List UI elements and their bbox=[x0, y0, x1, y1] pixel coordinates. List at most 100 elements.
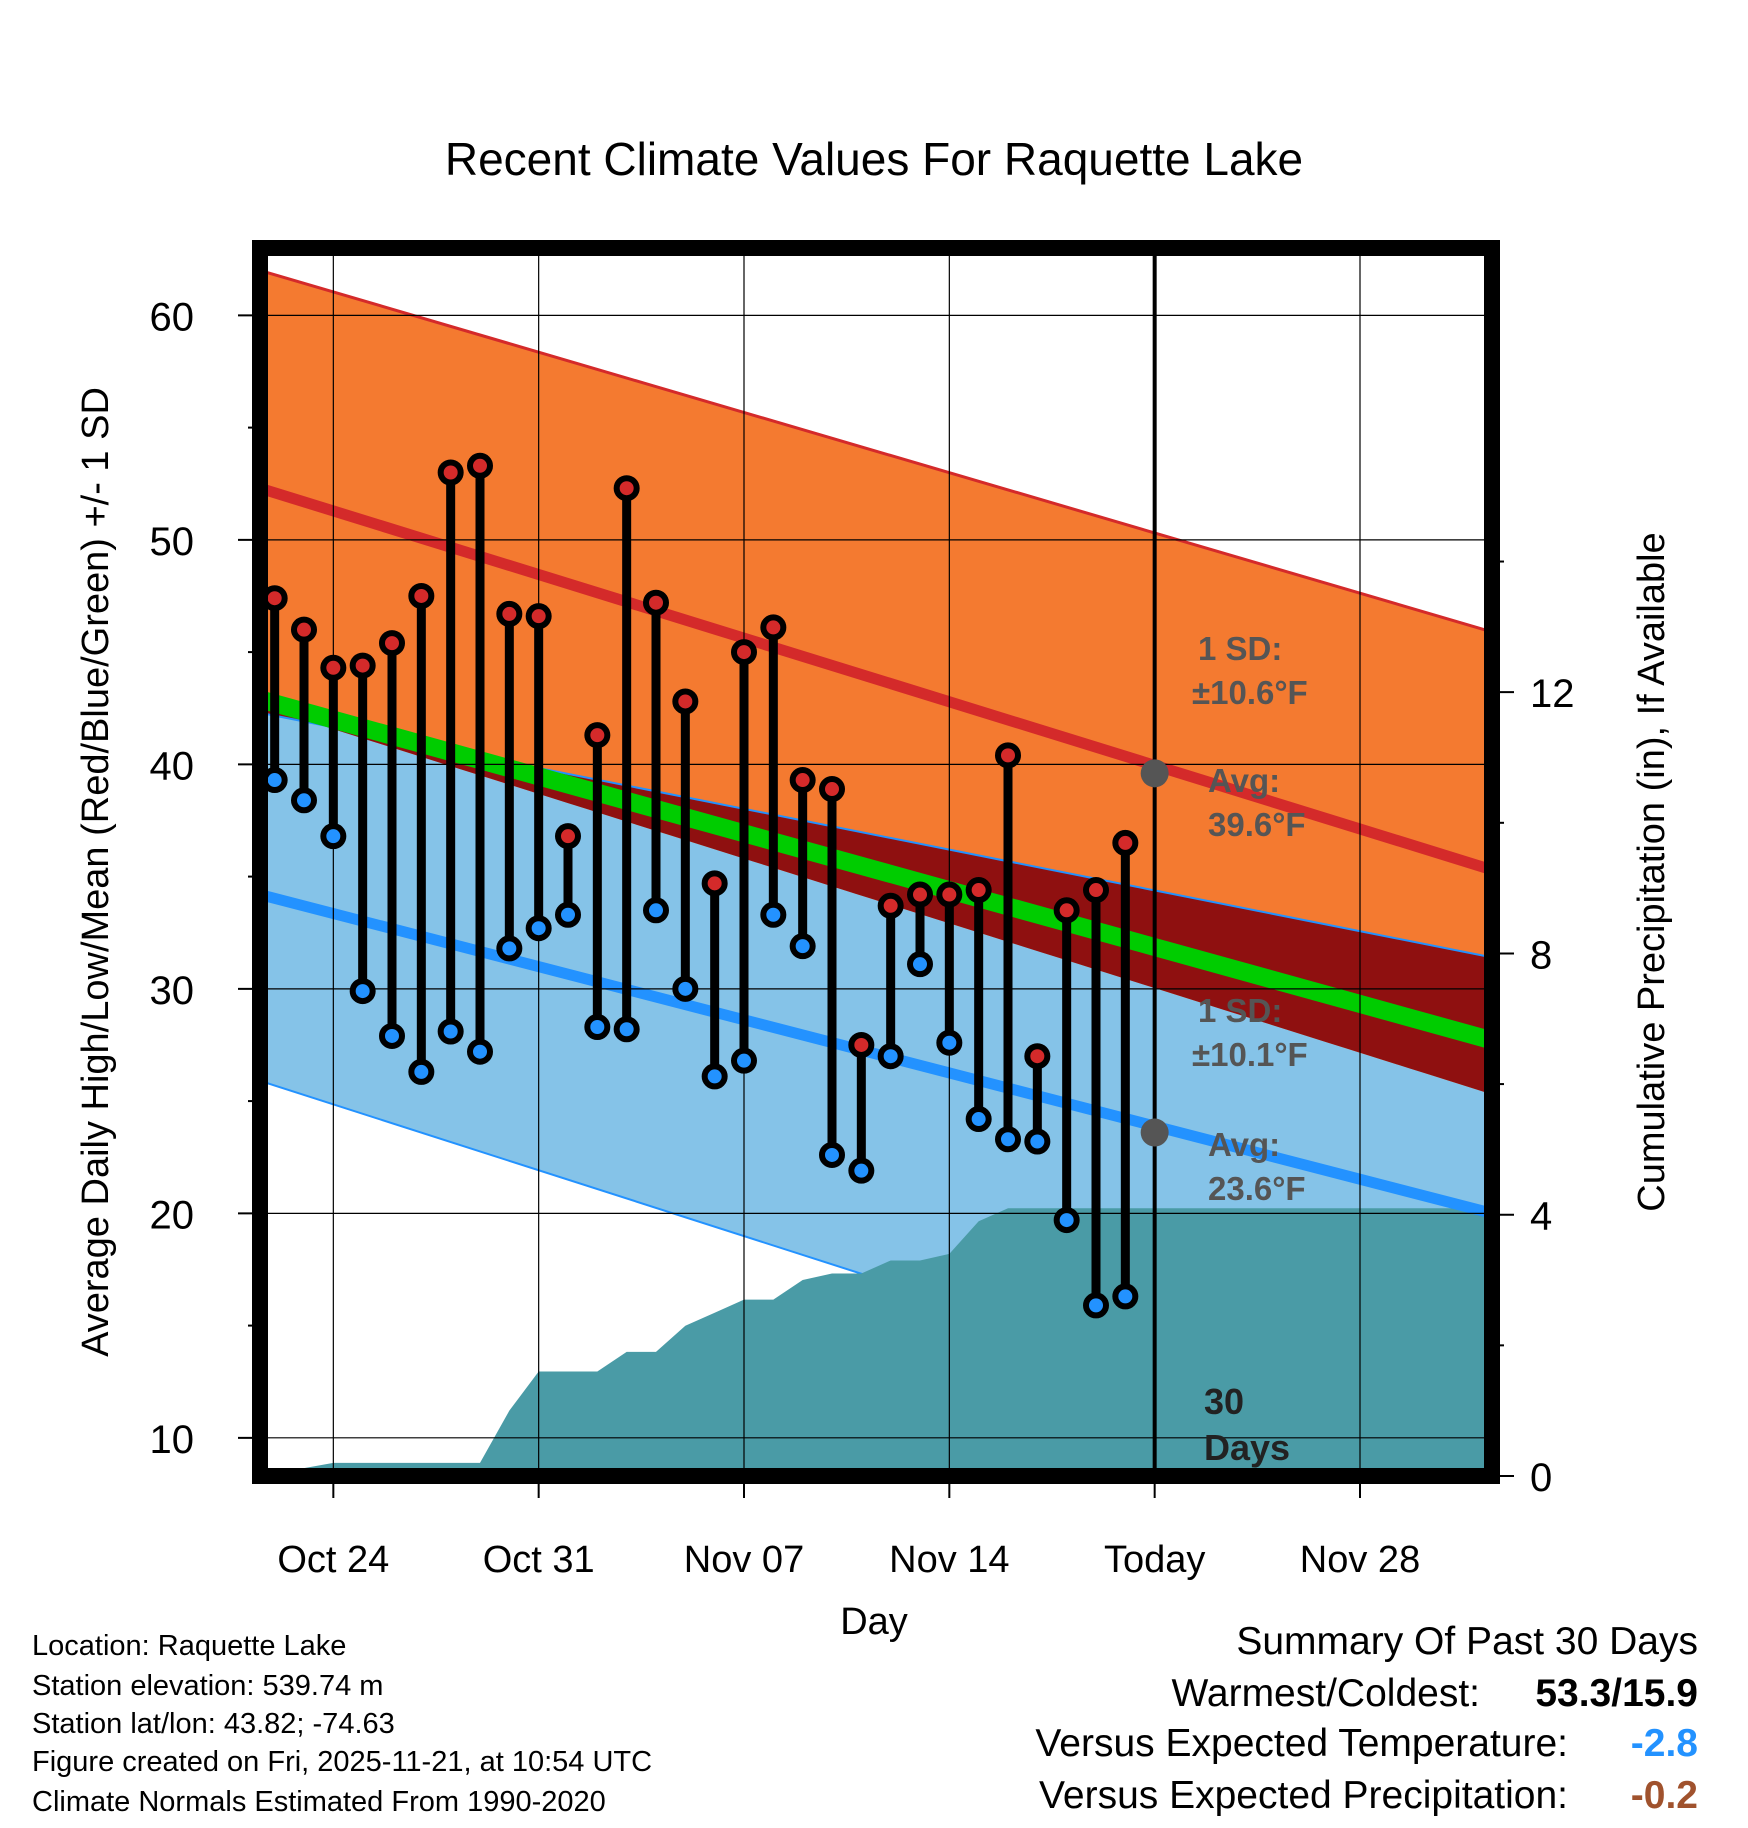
observed-low-point bbox=[1024, 1128, 1051, 1155]
x-tick-label: Today bbox=[1104, 1539, 1205, 1581]
y-tick-label: 60 bbox=[150, 295, 195, 339]
normal-mean-line bbox=[260, 690, 1492, 1050]
observed-low-point bbox=[672, 975, 699, 1002]
observed-low-point bbox=[555, 901, 581, 928]
observed-high-point bbox=[408, 582, 435, 609]
observed-high-point bbox=[995, 742, 1021, 769]
observed-low-point bbox=[437, 1018, 464, 1045]
summary-temp-label: Versus Expected Temperature: bbox=[1035, 1722, 1568, 1765]
observed-low-point bbox=[467, 1038, 493, 1065]
high-upper-edge bbox=[260, 269, 1492, 634]
observed-low-point bbox=[877, 1043, 904, 1070]
observed-high-point bbox=[877, 892, 904, 919]
observed-high-point bbox=[320, 654, 347, 681]
summary-warmest-label: Warmest/Coldest: bbox=[1171, 1672, 1480, 1715]
observed-high-point bbox=[437, 459, 464, 486]
y-axis-label-right: Cumulative Precipitation (in), If Availa… bbox=[1631, 532, 1673, 1211]
observed-low-point bbox=[613, 1016, 640, 1043]
observed-low-point bbox=[907, 951, 933, 978]
observed-high-point bbox=[789, 767, 816, 794]
precip-area bbox=[260, 1208, 1492, 1476]
x-tick-label: Nov 14 bbox=[889, 1539, 1009, 1581]
high-sd-value: ±10.6°F bbox=[1192, 674, 1308, 711]
observed-low-point bbox=[819, 1141, 845, 1168]
observed-low-point bbox=[584, 1014, 611, 1041]
y-tick-label: 40 bbox=[150, 744, 195, 788]
observed-high-point bbox=[701, 870, 728, 897]
observed-low-point bbox=[731, 1047, 757, 1074]
high-avg-label: Avg: bbox=[1208, 762, 1280, 799]
low-avg-value: 23.6°F bbox=[1208, 1170, 1306, 1207]
observed-high-point bbox=[1024, 1043, 1051, 1070]
observed-high-point bbox=[1083, 877, 1109, 904]
observed-high-point bbox=[907, 881, 933, 908]
observed-high-point bbox=[643, 589, 669, 616]
observed-high-point bbox=[672, 688, 699, 715]
observed-high-point bbox=[555, 823, 581, 850]
low-sd-value: ±10.1°F bbox=[1192, 1036, 1308, 1073]
y-right-tick-label: 0 bbox=[1530, 1456, 1552, 1500]
y-right-tick-label: 12 bbox=[1530, 672, 1575, 716]
observed-high-point bbox=[584, 722, 611, 749]
observed-low-point bbox=[789, 933, 816, 960]
observed-low-point bbox=[701, 1063, 728, 1090]
low-sd-label: 1 SD: bbox=[1198, 992, 1282, 1029]
summary-precip-value: -0.2 bbox=[1630, 1774, 1698, 1817]
low-avg-marker bbox=[1140, 1118, 1169, 1147]
info-latlon: Station lat/lon: 43.82; -74.63 bbox=[32, 1708, 395, 1740]
observed-high-point bbox=[1112, 829, 1139, 856]
days-label-text: Days bbox=[1204, 1427, 1290, 1468]
observed-low-point bbox=[320, 823, 347, 850]
observed-low-point bbox=[1083, 1292, 1109, 1319]
band-overlap bbox=[260, 705, 1492, 1095]
high-avg-value: 39.6°F bbox=[1208, 806, 1306, 843]
summary-warmest-value: 53.3/15.9 bbox=[1535, 1672, 1698, 1715]
y-tick-label: 50 bbox=[150, 520, 195, 564]
info-created: Figure created on Fri, 2025-11-21, at 10… bbox=[32, 1746, 653, 1778]
y-right-tick-label: 8 bbox=[1530, 933, 1552, 977]
observed-high-point bbox=[819, 776, 845, 803]
observed-low-point bbox=[379, 1022, 405, 1049]
y-right-tick-label: 4 bbox=[1530, 1195, 1552, 1239]
observed-low-point bbox=[848, 1157, 875, 1184]
observed-low-point bbox=[1112, 1283, 1139, 1310]
observed-low-point bbox=[408, 1058, 435, 1085]
observed-low-point bbox=[525, 915, 552, 942]
info-location: Location: Raquette Lake bbox=[32, 1630, 347, 1662]
observed-low-point bbox=[936, 1029, 963, 1056]
high-sd-label: 1 SD: bbox=[1198, 630, 1282, 667]
x-tick-label: Nov 28 bbox=[1300, 1539, 1420, 1581]
plot-frame bbox=[252, 240, 1500, 1484]
high-avg-marker bbox=[1140, 759, 1169, 788]
y-tick-label: 30 bbox=[150, 969, 195, 1013]
observed-low-point bbox=[1053, 1207, 1080, 1234]
summary-precip-label: Versus Expected Precipitation: bbox=[1039, 1774, 1568, 1817]
observed-low-point bbox=[349, 978, 376, 1005]
info-elevation: Station elevation: 539.74 m bbox=[32, 1670, 384, 1702]
observed-high-point bbox=[613, 475, 640, 502]
days-label-number: 30 bbox=[1204, 1381, 1244, 1422]
observed-high-point bbox=[731, 639, 757, 666]
x-tick-label: Oct 24 bbox=[277, 1539, 389, 1581]
y-axis-label: Average Daily High/Low/Mean (Red/Blue/Gr… bbox=[75, 387, 117, 1357]
observed-low-point bbox=[643, 897, 669, 924]
observed-low-point bbox=[995, 1126, 1021, 1153]
observed-high-point bbox=[525, 603, 552, 630]
observed-high-point bbox=[936, 881, 963, 908]
observed-low-point bbox=[496, 935, 523, 962]
observed-low-point bbox=[760, 901, 787, 928]
summary-title: Summary Of Past 30 Days bbox=[1236, 1620, 1698, 1663]
observed-high-point bbox=[496, 600, 523, 627]
normal-high-line bbox=[260, 482, 1492, 876]
observed-high-point bbox=[965, 877, 992, 904]
observed-high-point bbox=[760, 614, 787, 641]
observed-high-point bbox=[848, 1031, 875, 1058]
x-tick-label: Nov 07 bbox=[684, 1539, 804, 1581]
observed-high-point bbox=[467, 452, 493, 479]
observed-high-point bbox=[349, 652, 376, 679]
observed-low-point bbox=[965, 1106, 992, 1133]
observed-high-point bbox=[379, 630, 405, 657]
observed-high-point bbox=[1053, 897, 1080, 924]
observed-high-point bbox=[291, 616, 317, 643]
